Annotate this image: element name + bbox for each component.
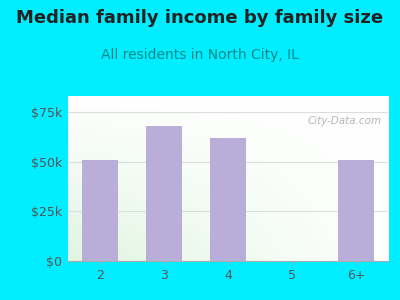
Text: Median family income by family size: Median family income by family size bbox=[16, 9, 384, 27]
Text: City-Data.com: City-Data.com bbox=[308, 116, 382, 126]
Bar bbox=[338, 160, 374, 261]
Bar bbox=[146, 126, 182, 261]
Bar bbox=[82, 160, 118, 261]
Bar bbox=[210, 138, 246, 261]
Text: All residents in North City, IL: All residents in North City, IL bbox=[101, 48, 299, 62]
